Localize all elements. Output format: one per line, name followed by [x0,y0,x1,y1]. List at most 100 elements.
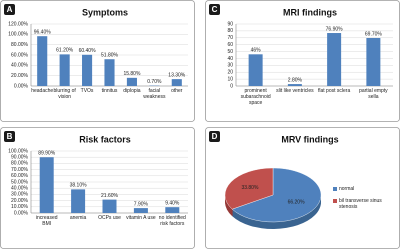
x-tick-label: increased BMI [35,215,58,227]
y-tick-label: 20.00% [11,73,29,79]
bar [59,54,70,86]
value-label: 9.40% [165,201,180,207]
x-tick-label: tinnitus [101,88,118,94]
x-tick-label: blurring of vision [53,88,76,100]
y-tick-label: 40.00% [11,63,29,69]
x-tick-label-box: flat post sclera [318,88,351,94]
y-tick-label: 10.00% [11,204,29,210]
y-tick-label: 100.00% [8,148,28,154]
x-tick-label-box: vitamin A use [126,215,156,221]
x-tick-label-box: slit like ventricles [276,88,314,94]
value-label: 15.80% [123,71,141,77]
bar [82,54,93,86]
panel-badge [4,4,15,15]
x-tick-label-box: diplopia [123,88,141,94]
bar [165,207,180,213]
y-tick-label: 10 [227,76,233,82]
value-label: 38.10% [70,183,88,189]
bar [37,36,48,86]
legend-swatch [333,187,337,191]
bar [248,54,263,86]
panel-letter: B [7,132,13,141]
x-tick-label: vitamin A use [126,215,156,221]
y-tick-label: 0 [230,83,233,89]
x-tick-label-box: tinnitus [101,88,118,94]
y-tick-label: 80.00% [11,161,29,167]
panel-border [0,0,195,122]
y-tick-label: 60.00% [11,52,29,58]
y-tick-label: 100.00% [8,32,28,38]
value-label: 66.20% [288,200,306,206]
x-tick-label-box: facial weakness [143,88,166,100]
value-label: 2.80% [288,77,303,83]
panel-letter: C [212,5,218,14]
bar [102,199,117,213]
bar [366,37,381,86]
y-tick-label: 70.00% [11,167,29,173]
y-tick-label: 90.00% [11,155,29,161]
x-tick-label: anemia [69,215,87,221]
chart-title: MRV findings [281,134,338,144]
bar [104,59,115,86]
x-tick-label: other [171,88,183,94]
value-label: 7.90% [134,201,149,207]
x-tick-label-box: other [171,88,183,94]
legend-label: bil transverse sinus stenosis [339,198,382,210]
value-label: 0.70% [147,79,162,85]
pie-slice [231,167,322,223]
panel-badge [209,4,220,15]
x-tick-label-box: prominent subarachnoid space [240,88,271,106]
y-tick-label: 20.00% [11,198,29,204]
x-tick-label: OCPs use [98,215,121,221]
value-label: 69.70% [365,31,383,37]
y-tick-label: 40.00% [11,186,29,192]
y-tick-label: 90 [227,21,233,27]
x-tick-label-box: anemia [69,215,87,221]
value-label: 96.40% [34,30,52,36]
chart-title: MRI findings [283,7,337,17]
x-tick-label: no identified risk factors [158,215,186,227]
legend-label: normal [339,186,355,192]
x-tick-label: prominent subarachnoid space [240,88,271,106]
bar [39,157,54,213]
x-tick-label: TVOs [80,88,94,94]
value-label: 21.60% [101,193,119,199]
x-tick-label-box: no identified risk factors [158,215,186,227]
y-tick-label: 0.00% [14,210,29,216]
bar [327,33,342,86]
y-tick-label: 20 [227,70,233,76]
legend-label-box: bil transverse sinus stenosis [339,198,382,210]
value-label: 61.20% [56,48,74,54]
y-tick-label: 60.00% [11,173,29,179]
y-tick-label: 70 [227,35,233,41]
value-label: 89.90% [38,151,56,157]
value-label: 33.80% [241,185,259,191]
y-tick-label: 60 [227,42,233,48]
x-tick-label: headache [31,88,54,94]
y-tick-label: 30.00% [11,192,29,198]
bar [71,189,86,213]
value-label: 60.40% [79,48,97,54]
y-tick-label: 120.00% [8,21,28,27]
value-label: 13.30% [168,72,186,78]
y-tick-label: 80 [227,28,233,34]
bar [287,84,302,86]
x-tick-label: flat post sclera [318,88,351,94]
pie-slice [224,167,274,210]
legend-swatch [333,199,337,203]
x-tick-label: diplopia [123,88,141,94]
value-label: 51.80% [101,53,119,59]
chart-title: Symptoms [82,7,128,17]
x-tick-label: facial weakness [143,88,166,100]
x-tick-label-box: headache [31,88,54,94]
y-tick-label: 50 [227,49,233,55]
panel-letter: D [212,132,218,141]
value-label: 46% [251,48,262,54]
bar [133,208,148,213]
x-tick-label-box: TVOs [80,88,94,94]
x-tick-label-box: increased BMI [35,215,58,227]
legend-label-box: normal [339,186,355,192]
x-tick-label: partial empty sella [359,88,388,100]
bar [171,79,182,86]
